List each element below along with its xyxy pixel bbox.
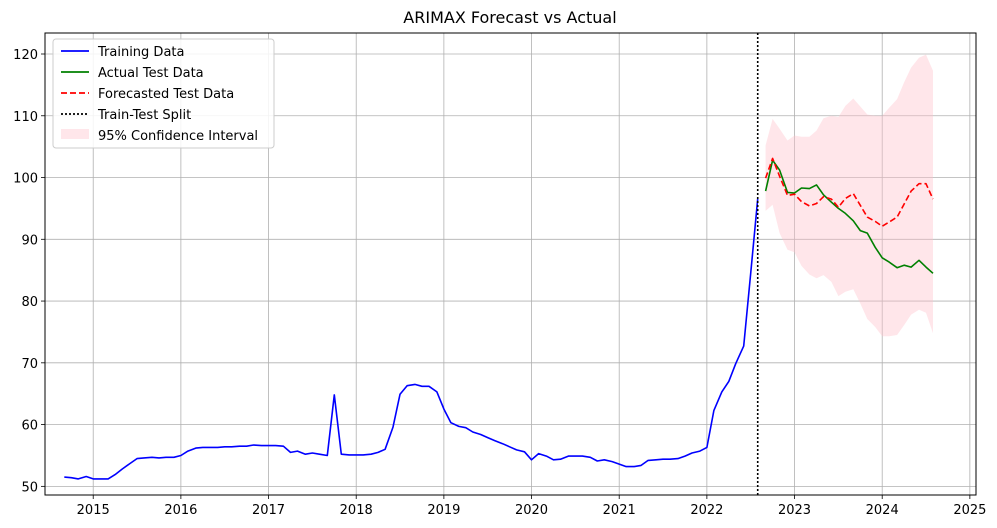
y-axis: 50 60 70 80 90 100 110 120 (13, 48, 45, 495)
actual-test-line (764, 159, 934, 274)
x-tick-label: 2021 (603, 503, 636, 518)
chart-title: ARIMAX Forecast vs Actual (403, 8, 616, 27)
x-tick-label: 2024 (866, 503, 899, 518)
training-data-line (64, 199, 759, 480)
y-tick-label: 80 (21, 295, 38, 310)
forecast-line (764, 157, 934, 228)
x-tick-label: 2016 (164, 503, 197, 518)
legend-swatch-ci (61, 129, 89, 139)
x-axis: 2015 2016 2017 2018 2019 2020 2021 2022 2023 2024… (77, 495, 986, 518)
plot-frame (44, 32, 977, 496)
legend-label-ci: 95% Confidence Interval (98, 129, 258, 144)
x-tick-label: 2022 (690, 503, 723, 518)
y-tick-label: 70 (21, 357, 38, 372)
x-tick-label: 2020 (515, 503, 548, 518)
x-tick-label: 2015 (77, 503, 110, 518)
legend-label-forecast: Forecasted Test Data (98, 87, 234, 102)
y-tick-label: 90 (21, 233, 38, 248)
y-tick-label: 110 (13, 110, 38, 125)
x-tick-label: 2023 (778, 503, 811, 518)
y-tick-label: 100 (13, 172, 38, 187)
legend-label-split: Train-Test Split (97, 108, 191, 123)
legend-label-actual: Actual Test Data (98, 66, 204, 81)
x-tick-label: 2019 (427, 503, 460, 518)
x-tick-label: 2017 (252, 503, 285, 518)
y-tick-label: 120 (13, 48, 38, 63)
x-tick-label: 2025 (953, 503, 986, 518)
x-tick-label: 2018 (340, 503, 373, 518)
series-lines (64, 157, 934, 480)
legend: Training Data Actual Test Data Forecaste… (52, 38, 275, 149)
legend-box (52, 38, 275, 149)
y-tick-label: 60 (21, 419, 38, 434)
y-tick-label: 50 (21, 480, 38, 495)
legend-label-training: Training Data (97, 45, 184, 60)
